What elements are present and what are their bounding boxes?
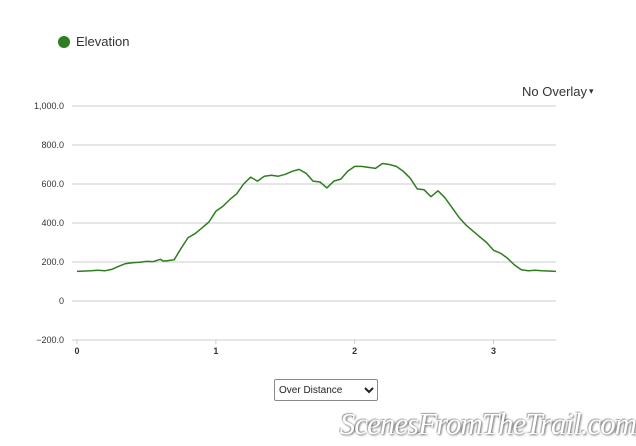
x-tick-label: 1 — [213, 346, 218, 356]
y-tick-label: 1,000.0 — [34, 101, 64, 111]
caret-down-icon: ▾ — [589, 86, 594, 96]
y-tick-label: 400.0 — [41, 218, 64, 228]
overlay-dropdown[interactable]: No Overlay ▾ — [522, 84, 594, 99]
x-tick-label: 3 — [491, 346, 496, 356]
chart-series — [76, 162, 557, 273]
y-axis-labels: 1,000.0 800.0 600.0 400.0 200.0 0 −200.0 — [34, 101, 64, 345]
overlay-label: No Overlay — [522, 84, 588, 99]
chart-legend[interactable]: Elevation — [58, 34, 129, 49]
x-axis-ticks — [76, 340, 495, 344]
legend-label: Elevation — [76, 34, 130, 49]
y-tick-label: −200.0 — [36, 335, 64, 345]
distance-mode-select[interactable]: Over Distance — [274, 379, 378, 401]
chart-grid — [72, 105, 556, 341]
legend-dot-icon — [58, 35, 70, 48]
x-tick-label: 0 — [74, 346, 79, 356]
elevation-line — [76, 162, 557, 273]
x-axis-labels: 0 1 2 3 — [74, 346, 496, 356]
x-tick-label: 2 — [352, 346, 357, 356]
y-tick-label: 600.0 — [41, 179, 64, 189]
y-tick-label: 0 — [59, 296, 64, 306]
watermark: ScenesFromTheTrail.com — [339, 406, 636, 441]
y-tick-label: 800.0 — [41, 140, 64, 150]
y-tick-label: 200.0 — [41, 257, 64, 267]
